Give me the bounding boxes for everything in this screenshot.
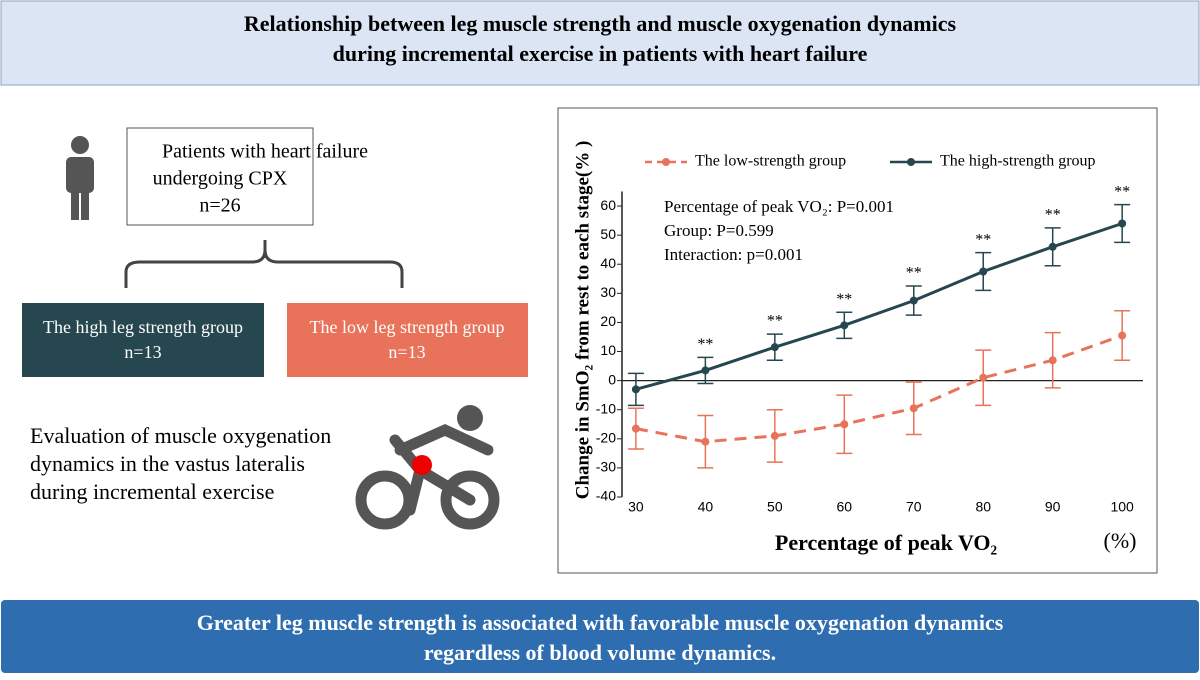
x-tick-label: 40 [698, 499, 714, 515]
stat-text: Percentage of peak VO₂: P=0.001 [664, 197, 894, 216]
x-tick-label: 30 [628, 499, 644, 515]
legend-label: The low-strength group [695, 153, 846, 170]
header-title: Relationship between leg muscle strength… [244, 11, 957, 36]
significance-label: ** [767, 313, 783, 330]
point [701, 437, 710, 446]
point [1048, 356, 1057, 365]
point [770, 431, 779, 440]
y-tick-label: -20 [596, 430, 616, 446]
low-group-text: n=13 [388, 342, 425, 362]
y-tick-label: 40 [600, 255, 616, 271]
y-tick-label: -40 [596, 488, 616, 504]
point [1118, 219, 1127, 228]
point [979, 267, 988, 276]
y-tick-label: -30 [596, 459, 616, 475]
person-icon [66, 136, 94, 220]
header-band [0, 0, 1200, 86]
point [909, 404, 918, 413]
patients-text: n=26 [199, 195, 240, 217]
y-tick-label: 10 [600, 342, 616, 358]
y-tick-label: 60 [600, 197, 616, 213]
x-tick-label: 70 [906, 499, 922, 515]
x-axis-unit: (%) [1104, 528, 1137, 553]
evaluation-text: during incremental exercise [30, 479, 274, 504]
significance-label: ** [906, 265, 922, 282]
point [770, 343, 779, 352]
low-group-box [287, 303, 528, 377]
chart-frame [557, 107, 1158, 574]
high-group-text: The high leg strength group [43, 317, 243, 337]
point [840, 420, 849, 429]
high-group-text: n=13 [124, 342, 161, 362]
series-line [635, 334, 1123, 444]
point [1048, 242, 1057, 251]
series-line [635, 222, 1123, 391]
footer-text: regardless of blood volume dynamics. [424, 640, 776, 665]
legend-marker [907, 158, 915, 166]
patients-box [126, 127, 314, 226]
patients-text: Patients with heart failure [162, 141, 368, 163]
stat-text: Group: P=0.599 [664, 221, 774, 240]
evaluation-text: dynamics in the vastus lateralis [30, 451, 305, 476]
y-tick-label: 50 [600, 226, 616, 242]
point [840, 321, 849, 330]
y-tick-label: 30 [600, 284, 616, 300]
significance-label: ** [697, 336, 713, 353]
chart: -40 -30 -20 -10 0 10 20 30 40 50 60 30 40 50 60 70 80 90 1… [572, 141, 1143, 555]
x-tick-label: 100 [1110, 499, 1134, 515]
point [631, 385, 640, 394]
x-tick-label: 50 [767, 499, 783, 515]
y-axis-label: Change in SmO₂ from rest to each stage(%… [572, 141, 593, 500]
x-axis-label: Percentage of peak VO₂ [775, 530, 998, 555]
point [909, 296, 918, 305]
significance-label: ** [1114, 183, 1130, 200]
x-tick-label: 80 [975, 499, 991, 515]
point [1118, 331, 1127, 340]
x-tick-label: 60 [837, 499, 853, 515]
low-group-text: The low leg strength group [310, 317, 505, 337]
x-tick-label: 90 [1045, 499, 1061, 515]
point [979, 373, 988, 382]
significance-label: ** [975, 231, 991, 248]
header-title: during incremental exercise in patients … [333, 41, 868, 66]
significance-label: ** [1045, 207, 1061, 224]
bike-icon [355, 405, 500, 530]
footer-text: Greater leg muscle strength is associate… [197, 610, 1004, 635]
y-tick-label: 0 [608, 371, 616, 387]
brace [124, 240, 404, 288]
legend-label: The high-strength group [940, 153, 1096, 170]
patients-text: undergoing CPX [153, 168, 288, 190]
point [631, 424, 640, 433]
high-group-box [22, 303, 264, 377]
evaluation-text: Evaluation of muscle oxygenation [30, 423, 331, 448]
significance-label: ** [836, 291, 852, 308]
point [701, 366, 710, 375]
stat-text: Interaction: p=0.001 [664, 245, 803, 264]
footer-band [1, 600, 1199, 673]
y-tick-label: 20 [600, 313, 616, 329]
y-tick-label: -10 [596, 400, 616, 416]
legend-marker [662, 158, 670, 166]
